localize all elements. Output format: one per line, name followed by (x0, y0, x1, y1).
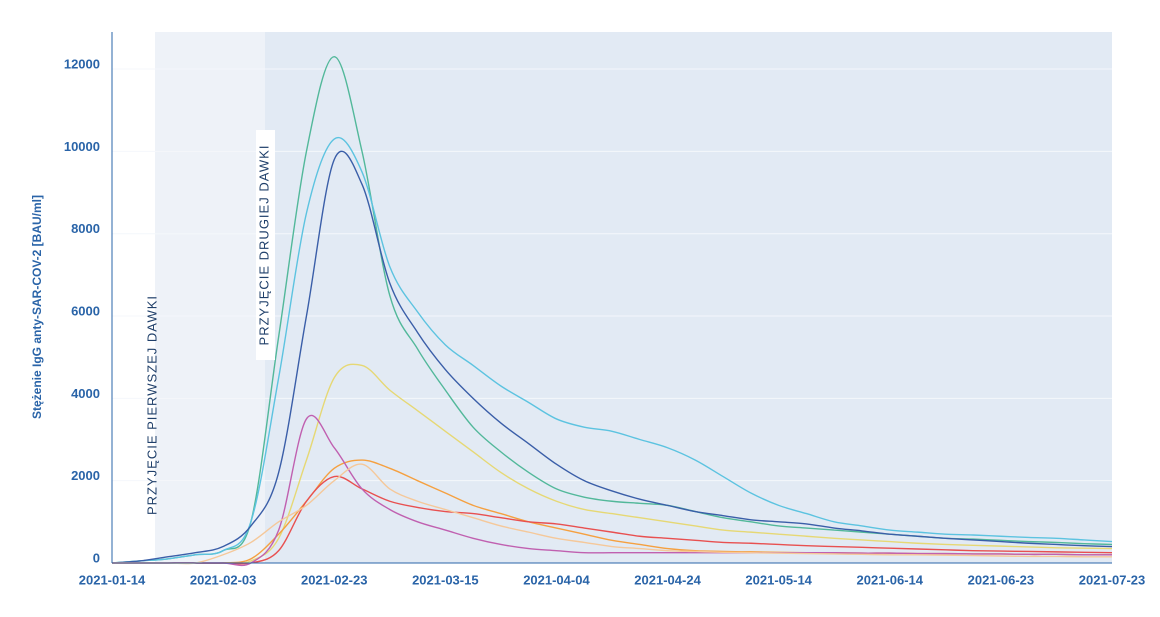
second-dose-band (265, 32, 1112, 563)
annotation: PRZYJĘCIE PIERWSZEJ DAWKI (144, 295, 159, 515)
series-line (111, 415, 1113, 567)
x-tick-label: 2021-06-14 (857, 572, 924, 587)
series-line (111, 136, 1113, 564)
y-tick-label: 2000 (71, 468, 100, 483)
x-tick-label: 2021-04-04 (523, 572, 590, 587)
y-tick-label: 4000 (71, 386, 100, 401)
x-tick-label: 2021-05-14 (745, 572, 812, 587)
x-tick-label: 2021-01-14 (79, 572, 146, 587)
x-tick-label: 2021-06-23 (968, 572, 1035, 587)
series-line (111, 150, 1113, 564)
x-tick-label: 2021-03-15 (412, 572, 479, 587)
ticks: 0 2000 4000 6000 8000 10000 12000 2021-01-14 202… (64, 56, 1145, 587)
series-line (111, 463, 1113, 565)
grid (112, 68, 1112, 564)
first-dose-band (155, 32, 265, 563)
x-tick-label: 2021-04-24 (634, 572, 701, 587)
series-line (111, 475, 1113, 565)
y-tick-label: 0 (93, 550, 100, 565)
series-line (111, 363, 1113, 565)
y-axis-label: Stężenie IgG anty-SAR-COV-2 [BAU/ml] (30, 195, 44, 419)
x-tick-label: 2021-02-03 (190, 572, 257, 587)
annotation-bg (256, 130, 275, 360)
annotation: PRZYJĘCIE DRUGIEJ DAWKI (256, 145, 271, 346)
y-tick-label: 6000 (71, 303, 100, 318)
y-tick-label: 12000 (64, 56, 100, 71)
x-tick-label: 2021-02-23 (301, 572, 368, 587)
lines (111, 55, 1113, 567)
y-tick-label: 10000 (64, 139, 100, 154)
y-tick-label: 8000 (71, 221, 100, 236)
x-tick-label: 2021-07-23 (1079, 572, 1146, 587)
